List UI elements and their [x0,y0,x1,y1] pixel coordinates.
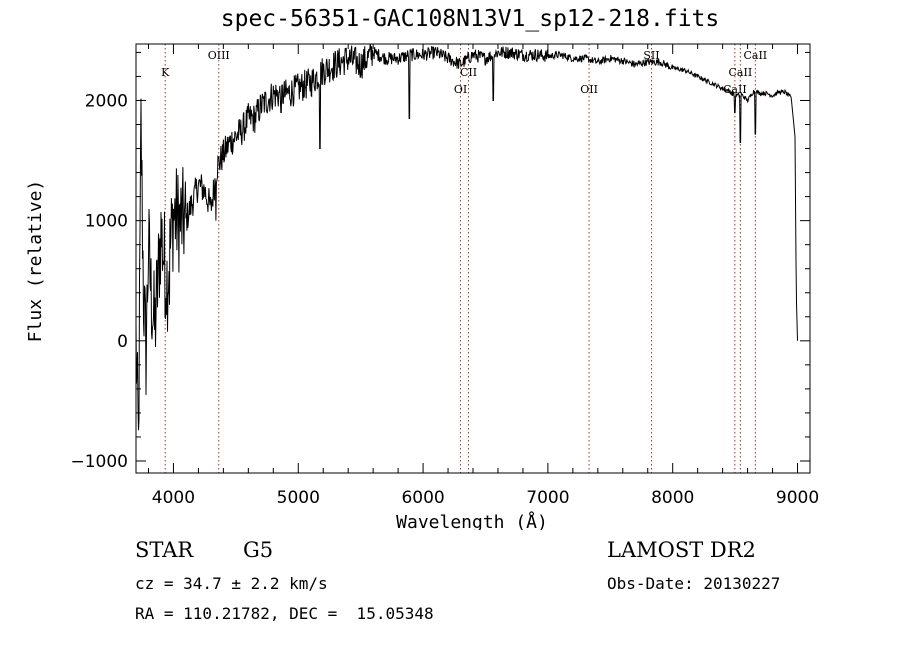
chart-title: spec-56351-GAC108N13V1_sp12-218.fits [220,6,720,32]
y-axis-label: Flux (relative) [25,180,46,343]
x-tick-label: 5000 [277,488,320,508]
object-class: STAR [135,538,194,562]
y-tick-label: 1000 [85,212,128,232]
line-marker-label: CaII [743,49,767,62]
line-marker-label: OIII [208,49,230,62]
line-marker-label: K [161,66,170,79]
x-tick-label: 6000 [401,488,444,508]
x-tick-label: 4000 [152,488,195,508]
y-tick-label: 0 [117,332,128,352]
object-subclass: G5 [243,538,274,562]
coordinates: RA = 110.21782, DEC = 15.05348 [135,604,434,623]
spectrum-line [135,43,798,431]
x-axis-label: Wavelength (Å) [396,511,548,530]
survey-name: LAMOST DR2 [607,538,756,562]
line-marker-label: OI [454,83,467,96]
line-marker-label: CaII [723,83,747,96]
x-tick-label: 7000 [526,488,569,508]
obs-date: Obs-Date: 20130227 [607,574,781,593]
line-marker-label: SII [643,49,659,62]
x-tick-label: 8000 [651,488,694,508]
line-markers [164,44,756,473]
x-tick-label: 9000 [776,488,819,508]
y-tick-label: 2000 [85,91,128,111]
axis-ticks [136,44,810,473]
line-marker-label: CII [460,66,477,79]
y-tick-label: −1000 [70,452,128,472]
marker-labels: K OIII OI CII OII SII CaII CaII CaII [161,49,767,96]
spectrum-chart: 4000 5000 6000 7000 8000 9000 −1000 0 1000 2000 K… [25,43,819,530]
tick-labels: 4000 5000 6000 7000 8000 9000 −1000 0 1000 2000 [70,91,819,508]
line-marker-label: OII [580,83,598,96]
line-marker-label: CaII [729,66,753,79]
plot-frame [135,43,811,474]
redshift-readout: cz = 34.7 ± 2.2 km/s [135,574,328,593]
